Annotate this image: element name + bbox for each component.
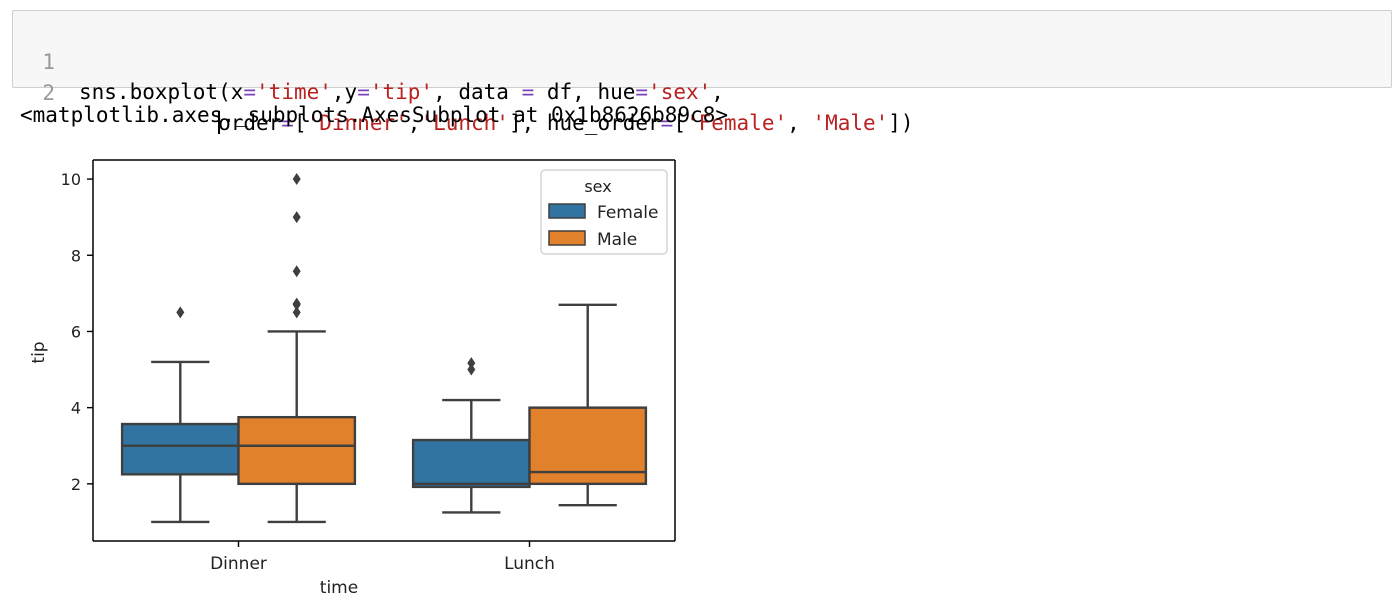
line-number: 2 [42,81,55,105]
y-tick-label: 2 [71,475,81,494]
code-token: [ [673,111,686,135]
y-tick-label: 10 [61,170,81,189]
code-token: order [218,111,282,135]
outlier-point [292,297,301,310]
code-token: 'Female' [685,111,788,135]
code-line-1[interactable]: 1 sns.boxplot(x='time',y='tip', data = d… [13,17,1391,104]
text-cursor [218,111,221,134]
code-token: 'time' [256,80,332,104]
outlier-point [292,211,301,224]
code-token: [ [293,111,307,135]
y-tick-label: 4 [71,399,81,418]
code-token: 'tip' [369,80,434,104]
code-token: 'Male' [812,111,889,135]
box-female-dinner [120,422,240,476]
outlier-point [292,265,301,278]
x-tick-label: Dinner [210,554,267,574]
code-token: = [357,80,370,104]
legend-swatch-male [548,230,586,246]
code-token: df, hue [534,80,636,104]
code-token: , [711,80,724,104]
code-token: , [787,111,813,135]
code-token: = [521,80,535,104]
boxplot-figure: 2 4 6 8 10 Dinner Lunch time tip sex Female Male [0,140,720,606]
outlier-point [292,173,301,186]
code-token: = [243,80,257,104]
code-token: , [407,111,421,135]
y-tick-label: 6 [71,322,81,341]
code-token: 'sex' [648,80,712,104]
code-token: ], hue_order [508,111,661,135]
code-text[interactable]: sns.boxplot(x='time',y='tip', data = df,… [79,77,724,107]
legend-label-male: Male [597,230,637,250]
outlier-point [176,306,185,319]
legend-label-female: Female [597,203,658,223]
legend-title: sex [584,177,611,196]
code-token: = [660,111,674,135]
y-tick-label: 8 [71,246,81,265]
cell-output-text: <matplotlib.axes._subplots.AxesSubplot a… [20,103,729,127]
code-token: 'Dinner' [306,111,408,135]
code-token: ,y [331,80,358,104]
code-token: sns.boxplot(x [79,80,244,104]
code-token: = [635,80,649,104]
box-male-dinner [237,415,357,486]
code-line-2[interactable]: 2 order=['Dinner','Lunch'], hue_order=['… [13,48,1391,135]
x-tick-label: Lunch [504,554,555,574]
boxplot-chart: 2 4 6 8 10 Dinner Lunch time tip sex Female Male [29,159,676,598]
code-token: 'Lunch' [420,111,509,135]
outlier-point [292,306,301,319]
code-token: = [281,111,294,135]
code-token: ]) [888,111,914,135]
outlier-point [467,363,476,376]
y-axis-label: tip [29,341,49,363]
code-text[interactable]: order=['Dinner','Lunch'], hue_order=['Fe… [79,108,914,138]
line-number: 1 [42,50,55,74]
code-token: , data [433,80,522,104]
code-cell[interactable]: 1 sns.boxplot(x='time',y='tip', data = d… [12,10,1392,135]
x-axis-label: time [320,578,358,598]
box-female-lunch [411,438,531,489]
legend-swatch-female [548,203,586,219]
outlier-point [467,357,476,370]
